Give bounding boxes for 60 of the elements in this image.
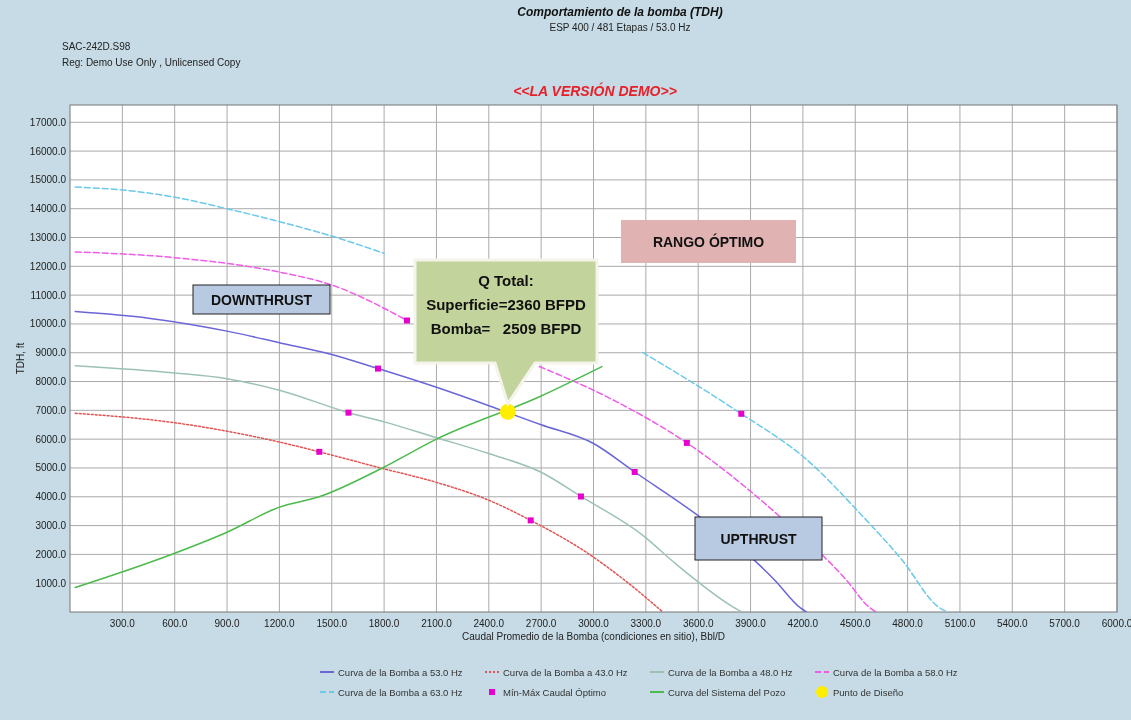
annotation: RANGO ÓPTIMO [652,232,765,250]
annotation: DOWNTHRUST [210,291,313,308]
y-tick-label: 11000.0 [30,289,67,301]
x-tick-label: 5400.0 [997,618,1029,629]
chart-subtitle: ESP 400 / 481 Etapas / 53.0 Hz [549,22,691,33]
legend-label: Curva de la Bomba a 63.0 Hz [338,687,463,698]
y-tick-label: 16000.0 [29,145,67,157]
y-tick-label: 10000.0 [29,318,67,330]
y-tick-label: 5000.0 [35,462,67,474]
callout-box: Q Total: Superficie=2360 BFPD Bomba= 2509 BFPD [413,258,599,408]
x-tick-label: 3000.0 [578,618,610,629]
chart-title: Comportamiento de la bomba (TDH) [517,5,723,19]
x-axis-title: Caudal Promedio de la Bomba (condiciones en sitio), Bbl/D [462,631,725,642]
y-tick-label: 9000.0 [35,347,67,359]
y-tick-label: 14000.0 [29,203,67,215]
x-tick-label: 4500.0 [839,618,871,629]
x-tick-label: 1800.0 [368,618,400,629]
y-tick-label: 1000.0 [35,577,67,589]
legend-label: Curva de la Bomba a 48.0 Hz [668,667,793,678]
y-tick-label: 2000.0 [35,548,67,560]
x-tick-label: 4800.0 [892,618,924,629]
text-box: RANGO ÓPTIMO [621,220,796,263]
text-box: UPTHRUST [694,516,823,561]
legend-label: Curva de la Bomba a 53.0 Hz [338,667,463,678]
annotation: Q Total: Superficie=2360 BFPD Bomba= 2509 BFPD [426,272,586,337]
x-tick-label: 900.0 [214,618,240,629]
x-tick-label: 5700.0 [1049,618,1081,629]
y-tick-label: 6000.0 [35,433,67,445]
legend-label: Curva de la Bomba a 43.0 Hz [503,667,628,678]
x-tick-label: 5100.0 [944,618,976,629]
x-tick-label: 3900.0 [735,618,767,629]
annotation: UPTHRUST [720,530,798,547]
x-tick-label: 2100.0 [421,618,453,629]
x-tick-label: 4200.0 [787,618,819,629]
y-tick-label: 7000.0 [35,404,67,416]
legend-label: Curva de la Bomba a 58.0 Hz [833,667,958,678]
legend-label: Mín-Máx Caudal Óptimo [503,687,606,698]
x-tick-label: 3600.0 [682,618,714,629]
text: SAC-242D.S98 [62,41,131,52]
x-tick-label: 1200.0 [264,618,296,629]
x-tick-label: 1500.0 [316,618,348,629]
x-tick-label: 2400.0 [473,618,505,629]
x-tick-label: 3300.0 [630,618,662,629]
y-tick-label: 15000.0 [29,174,67,186]
y-tick-label: 13000.0 [29,232,67,244]
text-box: DOWNTHRUST [192,284,331,315]
legend-label: Curva del Sistema del Pozo [668,687,786,698]
x-tick-label: 2700.0 [525,618,557,629]
legend-label: Punto de Diseño [833,687,904,698]
y-tick-label: 17000.0 [29,116,67,128]
y-tick-label: 4000.0 [35,491,67,503]
x-tick-label: 300.0 [109,618,136,629]
x-tick-label: 600.0 [162,618,188,629]
y-tick-label: 8000.0 [35,376,67,388]
y-tick-label: 12000.0 [29,260,67,272]
x-tick-label: 6000.0 [1101,618,1131,629]
y-tick-label: 3000.0 [35,520,67,532]
text: Reg: Demo Use Only , Unlicensed Copy [62,57,241,68]
y-axis-title: TDH, ft [15,342,26,375]
text: <<LA VERSIÓN DEMO>> [513,82,677,99]
